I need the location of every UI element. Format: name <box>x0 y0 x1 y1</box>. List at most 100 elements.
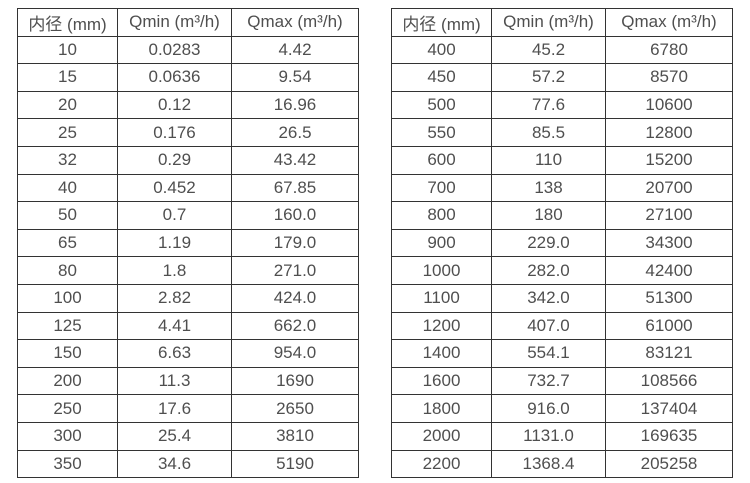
table-cell: 15 <box>17 63 118 92</box>
table-cell: 9.54 <box>231 63 359 92</box>
column-header-diameter: 内径 (mm) <box>17 8 118 37</box>
table-row: 400 45.2 6780 <box>391 35 733 65</box>
table-cell: 1200 <box>391 311 492 341</box>
table-row: 32 0.29 43.42 <box>17 145 359 175</box>
table-cell: 4.42 <box>231 35 359 65</box>
header-row: 内径 (mm) Qmin (m³/h) Qmax (m³/h) <box>17 8 359 37</box>
column-header-qmax: Qmax (m³/h) <box>605 8 733 37</box>
table-cell: 1800 <box>391 394 492 423</box>
table-cell: 5190 <box>231 449 359 479</box>
table-cell: 45.2 <box>491 35 606 65</box>
table-cell: 400 <box>391 35 492 65</box>
table-cell: 424.0 <box>231 283 359 313</box>
table-cell: 20 <box>17 90 118 120</box>
table-cell: 229.0 <box>491 228 606 258</box>
table-cell: 200 <box>17 366 118 396</box>
table-row: 125 4.41 662.0 <box>17 311 359 341</box>
table-cell: 282.0 <box>491 256 606 285</box>
table-cell: 4.41 <box>117 311 232 341</box>
table-cell: 342.0 <box>491 283 606 313</box>
table-cell: 16.96 <box>231 90 359 120</box>
table-cell: 25 <box>17 118 118 147</box>
table-cell: 65 <box>17 228 118 258</box>
table-cell: 1.8 <box>117 256 232 285</box>
table-cell: 20700 <box>605 173 733 203</box>
table-cell: 17.6 <box>117 394 232 423</box>
flow-spec-table-large-diameters: 内径 (mm) Qmin (m³/h) Qmax (m³/h) 400 45.2 6… <box>391 8 733 479</box>
table-cell: 137404 <box>605 394 733 423</box>
column-header-diameter: 内径 (mm) <box>391 8 492 37</box>
flow-spec-table-small-diameters: 内径 (mm) Qmin (m³/h) Qmax (m³/h) 10 0.0283… <box>17 8 359 479</box>
table-row: 1100 342.0 51300 <box>391 283 733 313</box>
table-cell: 150 <box>17 339 118 368</box>
table-cell: 732.7 <box>491 366 606 396</box>
table-row: 2200 1368.4 205258 <box>391 449 733 479</box>
header-row: 内径 (mm) Qmin (m³/h) Qmax (m³/h) <box>391 8 733 37</box>
table-cell: 6.63 <box>117 339 232 368</box>
table-row: 1200 407.0 61000 <box>391 311 733 341</box>
column-header-qmin: Qmin (m³/h) <box>117 8 232 37</box>
table-cell: 0.7 <box>117 201 232 230</box>
table-cell: 6780 <box>605 35 733 65</box>
table-cell: 350 <box>17 449 118 479</box>
table-cell: 2650 <box>231 394 359 423</box>
table-row: 1600 732.7 108566 <box>391 366 733 396</box>
table-cell: 916.0 <box>491 394 606 423</box>
table-row: 40 0.452 67.85 <box>17 173 359 203</box>
table-cell: 27100 <box>605 201 733 230</box>
table-row: 900 229.0 34300 <box>391 228 733 258</box>
table-cell: 1690 <box>231 366 359 396</box>
table-cell: 2200 <box>391 449 492 479</box>
table-cell: 271.0 <box>231 256 359 285</box>
table-cell: 0.452 <box>117 173 232 203</box>
table-cell: 160.0 <box>231 201 359 230</box>
table-cell: 1368.4 <box>491 449 606 479</box>
table-cell: 10600 <box>605 90 733 120</box>
table-cell: 600 <box>391 145 492 175</box>
table-row: 10 0.0283 4.42 <box>17 35 359 65</box>
table-row: 300 25.4 3810 <box>17 421 359 451</box>
table-cell: 12800 <box>605 118 733 147</box>
table-cell: 3810 <box>231 421 359 451</box>
table-cell: 57.2 <box>491 63 606 92</box>
table-row: 250 17.6 2650 <box>17 394 359 423</box>
table-cell: 125 <box>17 311 118 341</box>
table-row: 1000 282.0 42400 <box>391 256 733 285</box>
table-cell: 2.82 <box>117 283 232 313</box>
table-cell: 250 <box>17 394 118 423</box>
table-cell: 169635 <box>605 421 733 451</box>
column-header-qmin: Qmin (m³/h) <box>491 8 606 37</box>
table-row: 80 1.8 271.0 <box>17 256 359 285</box>
table-row: 200 11.3 1690 <box>17 366 359 396</box>
table-cell: 100 <box>17 283 118 313</box>
table-cell: 662.0 <box>231 311 359 341</box>
table-row: 100 2.82 424.0 <box>17 283 359 313</box>
table-row: 25 0.176 26.5 <box>17 118 359 147</box>
table-cell: 0.12 <box>117 90 232 120</box>
table-cell: 179.0 <box>231 228 359 258</box>
column-header-qmax: Qmax (m³/h) <box>231 8 359 37</box>
table-cell: 300 <box>17 421 118 451</box>
table-row: 800 180 27100 <box>391 201 733 230</box>
table-cell: 1400 <box>391 339 492 368</box>
table-cell: 25.4 <box>117 421 232 451</box>
table-cell: 10 <box>17 35 118 65</box>
table-row: 2000 1131.0 169635 <box>391 421 733 451</box>
table-cell: 15200 <box>605 145 733 175</box>
table-cell: 954.0 <box>231 339 359 368</box>
table-cell: 0.0283 <box>117 35 232 65</box>
table-cell: 1600 <box>391 366 492 396</box>
table-cell: 77.6 <box>491 90 606 120</box>
table-cell: 900 <box>391 228 492 258</box>
table-cell: 205258 <box>605 449 733 479</box>
table-cell: 43.42 <box>231 145 359 175</box>
table-cell: 1.19 <box>117 228 232 258</box>
table-cell: 108566 <box>605 366 733 396</box>
table-cell: 0.176 <box>117 118 232 147</box>
table-cell: 407.0 <box>491 311 606 341</box>
table-cell: 0.0636 <box>117 63 232 92</box>
table-cell: 700 <box>391 173 492 203</box>
table-row: 15 0.0636 9.54 <box>17 63 359 92</box>
table-row: 350 34.6 5190 <box>17 449 359 479</box>
